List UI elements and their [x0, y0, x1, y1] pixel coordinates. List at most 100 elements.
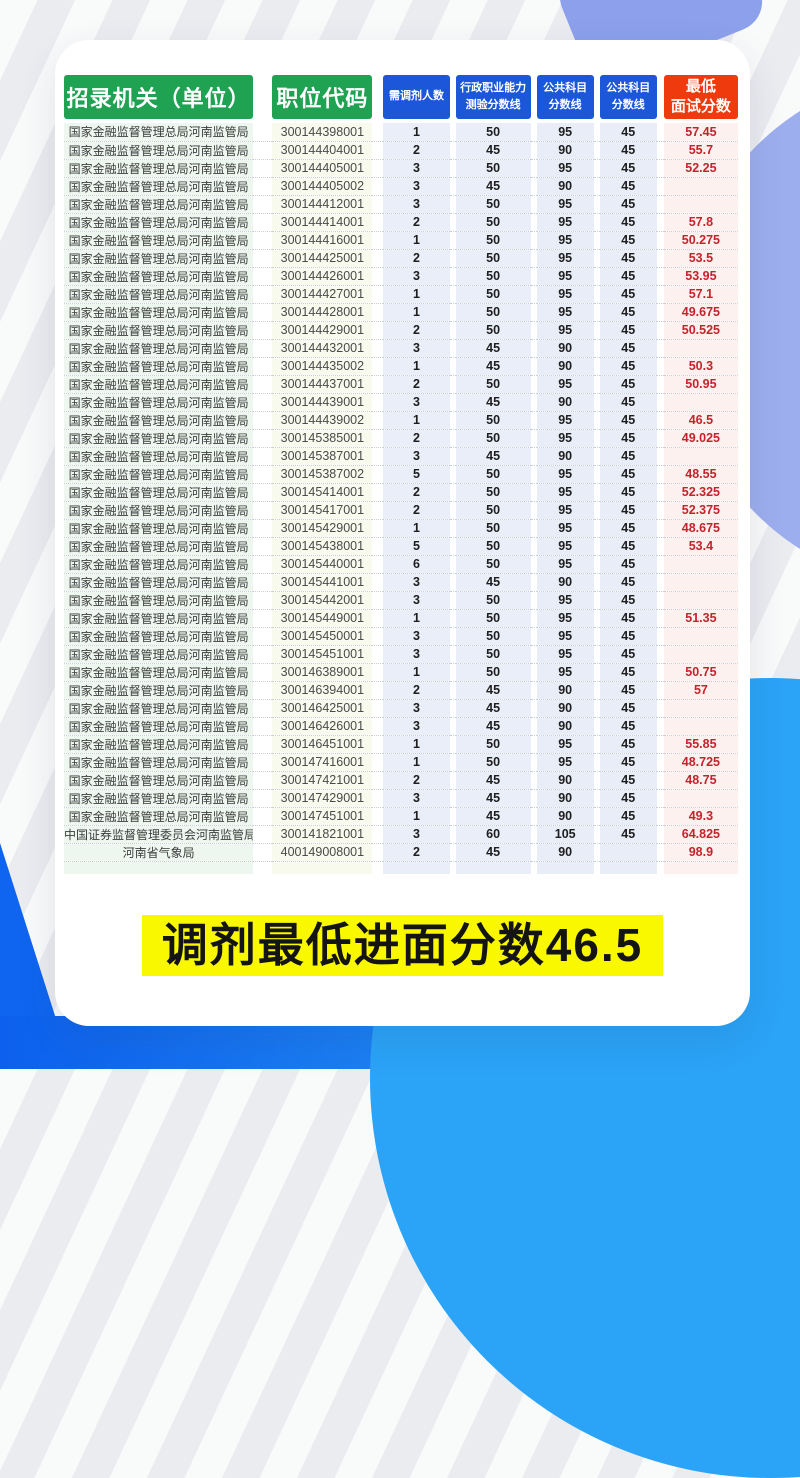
cell-min-interview-score: 55.7 — [663, 141, 738, 160]
banner-container: 调剂最低进面分数46.5 — [55, 915, 750, 976]
cell-public-subject-cutoff-1: 90 — [536, 177, 594, 196]
column-gap — [253, 573, 273, 592]
column-gap — [593, 285, 600, 304]
cell-need-count: 3 — [383, 393, 450, 412]
table-header-row: 招录机关（单位） 职位代码 需调剂人数 行政职业能力 测验分数线 公共科目 分数线 公共科… — [64, 75, 738, 119]
column-gap — [449, 195, 456, 214]
cell-public-subject-cutoff-1: 95 — [536, 591, 594, 610]
cell-public-subject-cutoff-2: 45 — [599, 465, 657, 484]
column-gap — [530, 123, 537, 142]
cell-xingce-cutoff: 50 — [455, 735, 531, 754]
table-row: 河南省气象局 400149008001 2 45 90 98.9 — [64, 843, 738, 862]
column-gap — [253, 699, 273, 718]
column-header-6: 最低 面试分数 — [663, 75, 738, 119]
column-gap — [593, 717, 600, 736]
cell-public-subject-cutoff-1: 95 — [536, 483, 594, 502]
column-gap — [530, 555, 537, 574]
cell-min-interview-score: 46.5 — [663, 411, 738, 430]
column-gap — [656, 537, 664, 556]
cell-agency: 国家金融监督管理总局河南监管局 — [64, 609, 254, 628]
cell-agency: 国家金融监督管理总局河南监管局 — [64, 141, 254, 160]
column-gap — [372, 159, 384, 178]
column-gap — [593, 177, 600, 196]
table-row: 国家金融监督管理总局河南监管局 300146389001 1 50 95 45 50.75 — [64, 663, 738, 682]
cell-position-code — [272, 861, 373, 874]
cell-xingce-cutoff: 45 — [455, 771, 531, 790]
column-gap — [593, 231, 600, 250]
column-gap — [656, 411, 664, 430]
column-gap — [449, 249, 456, 268]
cell-need-count: 2 — [383, 771, 450, 790]
cell-public-subject-cutoff-1: 95 — [536, 627, 594, 646]
column-gap — [656, 321, 664, 340]
cell-need-count: 2 — [383, 501, 450, 520]
column-gap — [530, 303, 537, 322]
cell-public-subject-cutoff-2: 45 — [599, 303, 657, 322]
cell-need-count: 3 — [383, 699, 450, 718]
cell-agency: 国家金融监督管理总局河南监管局 — [64, 195, 254, 214]
column-gap — [449, 753, 456, 772]
column-gap — [372, 519, 384, 538]
cell-need-count: 3 — [383, 645, 450, 664]
cell-public-subject-cutoff-2: 45 — [599, 699, 657, 718]
cell-agency: 国家金融监督管理总局河南监管局 — [64, 123, 254, 142]
cell-position-code: 300145387002 — [272, 465, 373, 484]
table-row: 国家金融监督管理总局河南监管局 300147421001 2 45 90 45 48.75 — [64, 771, 738, 790]
column-gap — [656, 195, 664, 214]
poster-card: 招录机关（单位） 职位代码 需调剂人数 行政职业能力 测验分数线 公共科目 分数线 公共科… — [55, 40, 750, 1026]
column-header-1: 职位代码 — [272, 75, 373, 119]
column-gap — [372, 663, 384, 682]
column-gap — [656, 591, 664, 610]
column-gap — [449, 213, 456, 232]
table-row: 国家金融监督管理总局河南监管局 300145417001 2 50 95 45 52.375 — [64, 501, 738, 520]
cell-position-code: 300145441001 — [272, 573, 373, 592]
column-gap — [253, 645, 273, 664]
cell-position-code: 300146389001 — [272, 663, 373, 682]
cell-public-subject-cutoff-1: 90 — [536, 447, 594, 466]
cell-public-subject-cutoff-2: 45 — [599, 195, 657, 214]
cell-min-interview-score: 53.95 — [663, 267, 738, 286]
column-gap — [593, 357, 600, 376]
column-gap — [656, 231, 664, 250]
column-gap — [593, 195, 600, 214]
cell-agency: 国家金融监督管理总局河南监管局 — [64, 357, 254, 376]
cell-xingce-cutoff: 45 — [455, 339, 531, 358]
column-gap — [372, 375, 384, 394]
column-gap — [656, 213, 664, 232]
table-row: 国家金融监督管理总局河南监管局 300144412001 3 50 95 45 — [64, 195, 738, 214]
cell-need-count: 1 — [383, 663, 450, 682]
column-gap — [530, 537, 537, 556]
cell-need-count: 1 — [383, 285, 450, 304]
column-gap — [253, 177, 273, 196]
column-gap — [656, 681, 664, 700]
column-gap — [656, 285, 664, 304]
cell-public-subject-cutoff-1: 95 — [536, 429, 594, 448]
cell-xingce-cutoff: 60 — [455, 825, 531, 844]
column-gap — [449, 375, 456, 394]
cell-public-subject-cutoff-1: 95 — [536, 303, 594, 322]
column-gap — [530, 195, 537, 214]
column-gap — [372, 429, 384, 448]
column-gap — [593, 681, 600, 700]
column-gap — [593, 339, 600, 358]
cell-need-count: 6 — [383, 555, 450, 574]
column-gap — [593, 843, 600, 862]
cell-min-interview-score — [663, 573, 738, 592]
column-gap — [253, 771, 273, 790]
table-row: 国家金融监督管理总局河南监管局 300147451001 1 45 90 45 49.3 — [64, 807, 738, 826]
cell-position-code: 300145449001 — [272, 609, 373, 628]
cell-public-subject-cutoff-1: 95 — [536, 267, 594, 286]
column-gap — [372, 825, 384, 844]
cell-public-subject-cutoff-2: 45 — [599, 753, 657, 772]
column-gap — [253, 501, 273, 520]
cell-public-subject-cutoff-2: 45 — [599, 429, 657, 448]
cell-public-subject-cutoff-1: 90 — [536, 393, 594, 412]
column-gap — [253, 627, 273, 646]
cell-public-subject-cutoff-2: 45 — [599, 825, 657, 844]
cell-xingce-cutoff: 45 — [455, 447, 531, 466]
cell-need-count: 1 — [383, 357, 450, 376]
cell-agency: 国家金融监督管理总局河南监管局 — [64, 771, 254, 790]
column-gap — [656, 573, 664, 592]
column-gap — [253, 681, 273, 700]
cell-position-code: 300144439002 — [272, 411, 373, 430]
